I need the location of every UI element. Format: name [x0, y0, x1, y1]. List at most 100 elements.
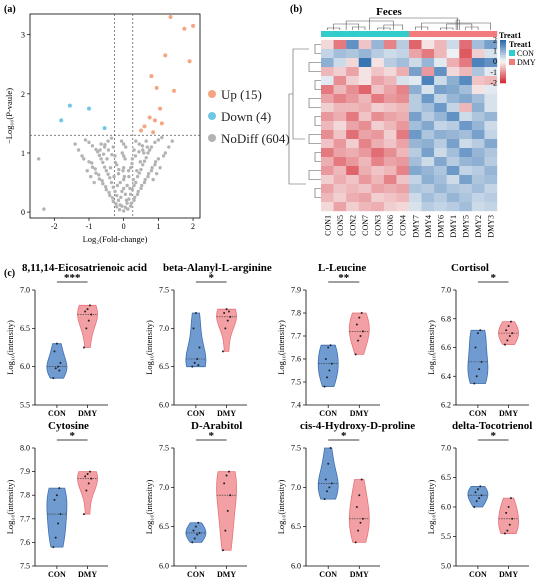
volcano-point-nodiff [161, 154, 166, 158]
violin-point-con [191, 365, 194, 368]
heatmap-cell [321, 166, 334, 176]
heatmap-cell [396, 76, 410, 86]
heatmap-cell [421, 175, 435, 185]
violin-point-dmy [223, 312, 226, 314]
significance-stars: * [490, 272, 496, 284]
heatmap-cell [346, 139, 359, 149]
violin-point-con [323, 385, 326, 388]
volcano-point-nodiff [103, 184, 108, 189]
heatmap-cell [383, 76, 397, 86]
violin-ytick-label: 6.0 [441, 503, 451, 512]
treat-bar-con [396, 31, 410, 37]
significance-stars: ** [338, 272, 350, 284]
heatmap-cell [396, 175, 410, 185]
violin-point-con [480, 494, 483, 497]
volcano-point-nodiff [132, 148, 136, 152]
violin-ytick-label: 8.0 [20, 444, 30, 453]
heatmap-cell [421, 139, 435, 149]
volcano-point-nodiff [158, 166, 162, 170]
violin-ytick-label: 7.6 [291, 355, 301, 364]
heatmap-cell [383, 49, 397, 59]
volcano-point-up [154, 85, 159, 90]
heatmap-cell [371, 121, 385, 131]
violin-ytick-label: 7.0 [159, 324, 169, 333]
heatmap-cell [383, 166, 397, 176]
violin-point-dmy [87, 482, 90, 485]
violin-point-dmy [358, 316, 361, 319]
heatmap-cell [471, 112, 485, 122]
heatmap-cell [434, 112, 447, 122]
heatmap-cell [409, 139, 422, 149]
violin-dmy [216, 308, 237, 352]
volcano-point-nodiff [102, 165, 107, 169]
heatmap-cell [459, 130, 473, 140]
heatmap-cell [383, 175, 397, 185]
treat-bar-dmy [484, 31, 498, 37]
heatmap-cell [459, 175, 473, 185]
heatmap-cell [409, 184, 422, 194]
heatmap-cell [459, 49, 473, 59]
volcano-point-nodiff [114, 202, 118, 206]
legend-swatch-con [509, 50, 515, 56]
volcano-point-nodiff [137, 142, 141, 146]
heatmap-cell [333, 193, 347, 203]
heatmap-cell [459, 112, 473, 122]
heatmap-cell [409, 193, 422, 203]
violin-point-con [192, 529, 195, 532]
violin-point-dmy [355, 323, 358, 326]
volcano-point-nodiff [121, 186, 126, 191]
volcano-point-nodiff [140, 183, 144, 188]
treat-bar-dmy [409, 31, 422, 37]
violin-point-dmy [361, 517, 364, 520]
heatmap-cell [434, 67, 447, 77]
heatmap-cell [446, 76, 460, 86]
volcano-point-nodiff [167, 145, 171, 149]
volcano-point-nodiff [96, 173, 101, 177]
heatmap-row-dendrogram [288, 44, 321, 198]
heatmap-cell [446, 139, 460, 149]
volcano-point-nodiff [113, 154, 117, 158]
volcano-point-nodiff [93, 167, 97, 171]
heatmap-cell [484, 58, 498, 68]
violin-point-con [326, 376, 328, 379]
heatmap-cell [396, 130, 410, 140]
heatmap-cell [434, 166, 447, 176]
heatmap-cell [358, 148, 372, 158]
volcano-point-nodiff [130, 161, 134, 166]
heatmap-cell [371, 40, 385, 50]
volcano-ytick-label: 2 [21, 90, 25, 99]
legend-swatch-dmy [509, 59, 515, 65]
heatmap-cell [484, 121, 498, 131]
legend-label-con: CON [517, 49, 534, 58]
heatmap-cell [371, 130, 385, 140]
heatmap-cell [346, 58, 359, 68]
volcano-point-up [191, 23, 196, 28]
volcano-point-nodiff [132, 183, 136, 188]
heatmap-cell [396, 184, 410, 194]
treat-bar-dmy [446, 31, 460, 37]
heatmap-cell [484, 184, 498, 194]
violin-ytick-label: 7.0 [159, 483, 169, 492]
volcano-point-nodiff [127, 174, 131, 179]
violin-point-dmy [509, 320, 512, 323]
violin-dmy [348, 479, 370, 543]
color-scale-segment [500, 55, 506, 58]
volcano-point-nodiff [134, 180, 138, 185]
heatmap-cell [371, 49, 385, 59]
volcano-point-nodiff [138, 160, 143, 164]
volcano-point-nodiff [120, 151, 124, 155]
violin-point-dmy [508, 335, 511, 337]
heatmap-cell [459, 139, 473, 149]
violin-con [467, 485, 489, 508]
violin-ytick-label: 7.5 [159, 286, 169, 295]
heatmap-cell [321, 85, 334, 95]
volcano-point-nodiff [117, 208, 122, 212]
heatmap-cell [358, 175, 372, 185]
violin-point-dmy [87, 319, 90, 322]
heatmap-cell [321, 94, 334, 104]
heatmap-cell [333, 175, 347, 185]
volcano-point-nodiff [135, 192, 140, 197]
heatmap-cell [346, 49, 359, 59]
color-scale-segment [500, 52, 506, 56]
violin-point-dmy [85, 489, 88, 492]
